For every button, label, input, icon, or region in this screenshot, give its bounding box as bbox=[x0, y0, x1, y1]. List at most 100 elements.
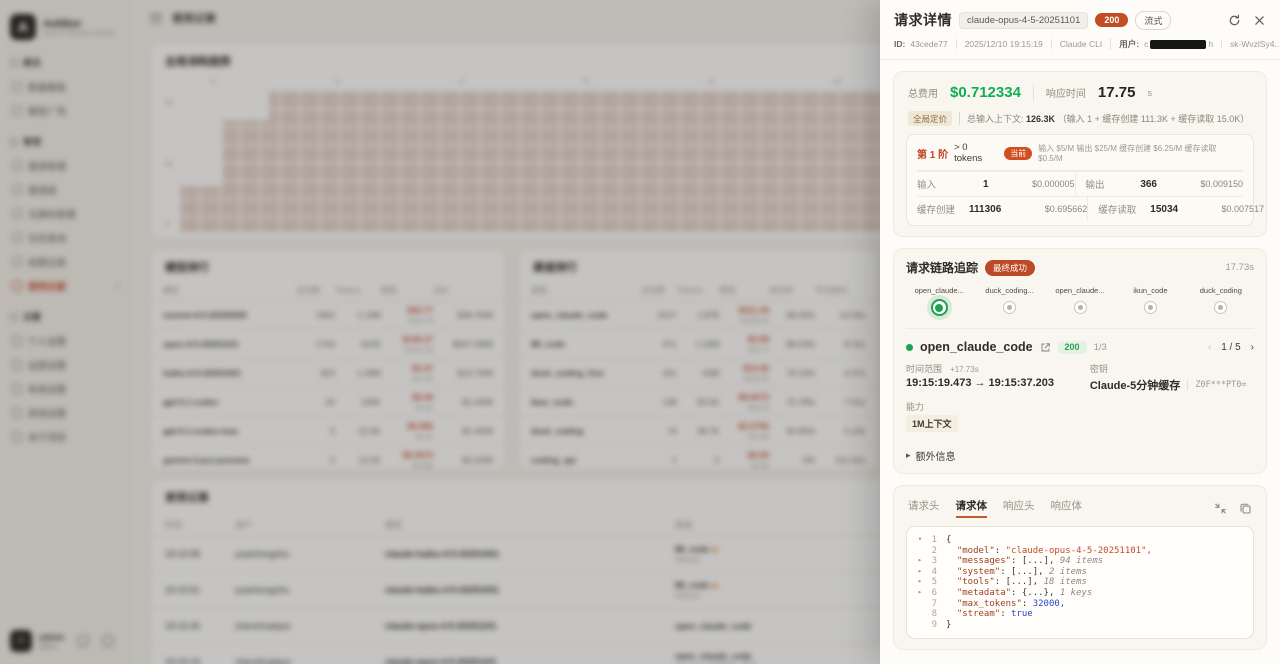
fold-chevron-icon[interactable]: ▸ bbox=[917, 588, 923, 597]
table-row[interactable]: duck_coding_free 331 63M $14.40 ¥104.00 7… bbox=[519, 358, 877, 387]
attempt-count: 1/3 bbox=[1093, 341, 1107, 353]
payload-tab[interactable]: 请求头 bbox=[908, 500, 940, 512]
payload-tab[interactable]: 请求体 bbox=[955, 498, 987, 518]
total-cost-value: $0.712334 bbox=[950, 84, 1021, 101]
x-tick: 0 bbox=[211, 77, 216, 86]
app-subtitle: Next AI Gateway Service bbox=[43, 29, 115, 37]
trace-node-icon bbox=[1143, 301, 1157, 314]
sidebar-item[interactable]: 其他设置 bbox=[8, 401, 123, 425]
json-viewer[interactable]: ▾ 1 { 2 "model" bbox=[906, 526, 1254, 640]
menu-icon[interactable] bbox=[150, 13, 162, 23]
trace-node[interactable]: ikun_code bbox=[1117, 286, 1183, 316]
column-header: 模型 bbox=[385, 520, 403, 530]
request-detail-drawer: 请求详情 claude-opus-4-5-20251101 200 流式 ID:… bbox=[880, 0, 1280, 664]
table-row[interactable]: coding_api 1 0 $0.00 ¥0.00 0% 101.02s bbox=[519, 445, 877, 469]
theme-toggle-icon[interactable] bbox=[77, 635, 90, 647]
group-icon bbox=[10, 58, 18, 67]
table-row[interactable]: sonnet-4-5-20250929 1602 1.13M $43.77 ¥31… bbox=[151, 300, 505, 329]
current-tier-badge: 当前 bbox=[1004, 146, 1033, 160]
redacted-username bbox=[1150, 39, 1207, 49]
sidebar-item[interactable]: 渠道组 bbox=[8, 178, 123, 202]
fold-chevron-icon[interactable] bbox=[915, 546, 925, 557]
trace-node[interactable]: duck_coding bbox=[1188, 286, 1254, 316]
fold-chevron-icon[interactable]: ▾ bbox=[917, 535, 923, 543]
column-header: 成功率 bbox=[769, 286, 794, 295]
fold-chevron-icon[interactable]: ▸ bbox=[917, 566, 923, 575]
time-range-label: 时间范围 bbox=[906, 364, 943, 374]
collapse-icon[interactable] bbox=[1214, 502, 1227, 515]
user-role: 管理员 bbox=[39, 644, 58, 651]
time-delta: +17.73s bbox=[950, 365, 979, 374]
sidebar-item[interactable]: 兑换码管理 bbox=[8, 202, 123, 226]
json-line: 8 "stream" : true bbox=[915, 609, 1245, 620]
prev-page-button[interactable]: ‹ bbox=[1207, 341, 1212, 353]
json-line: ▸ 4 "system" : [...], 2 items bbox=[915, 567, 1245, 578]
usage-title: 使用记录 bbox=[165, 492, 209, 504]
close-icon[interactable] bbox=[1253, 14, 1266, 27]
column-header: 费用 bbox=[380, 286, 397, 295]
trace-node[interactable]: open_claude... bbox=[1047, 286, 1113, 316]
sidebar-item[interactable]: 日志查询 bbox=[8, 226, 123, 250]
app-logo[interactable]: A AeNker Next AI Gateway Service bbox=[10, 14, 121, 40]
sidebar: A AeNker Next AI Gateway Service 概览 数据看板 bbox=[0, 0, 132, 664]
table-row[interactable]: gpt-5.1-codex 20 100K $0.40 ¥2.92 $1.43/M bbox=[151, 387, 505, 416]
group-label: 概览 bbox=[23, 58, 42, 68]
table-row[interactable]: duck_coding 74 38.7K $2.0756 ¥14.99 45.95… bbox=[519, 416, 877, 445]
sidebar-item[interactable]: 系统设置 bbox=[8, 377, 123, 401]
nav-icon bbox=[12, 161, 22, 171]
x-tick: 6 bbox=[584, 77, 589, 86]
fold-chevron-icon[interactable]: ▸ bbox=[917, 577, 923, 586]
sidebar-item[interactable]: 个人设置 bbox=[8, 329, 123, 353]
ability-label: 能力 bbox=[906, 402, 925, 412]
y-tick: 0 bbox=[165, 219, 170, 228]
group-label: 管理 bbox=[23, 137, 42, 147]
trace-card: 请求链路追踪 最终成功 17.73s open_claude... duck_c… bbox=[893, 248, 1267, 474]
nav-icon bbox=[12, 209, 22, 219]
sidebar-item[interactable]: 运营设置 bbox=[8, 353, 123, 377]
fold-chevron-icon[interactable]: ▸ bbox=[917, 556, 923, 565]
table-row[interactable]: 88_code 471 1.26M $3.98 ¥28.74 88.03% 8.1… bbox=[519, 329, 877, 358]
token-usage-cell: 输出 366 $0.009150 bbox=[1074, 172, 1243, 196]
table-row[interactable]: open_claude_code 2417 1.87B $311.44 ¥2249… bbox=[519, 300, 877, 329]
response-time-label: 响应时间 bbox=[1045, 89, 1086, 100]
token-usage-cell: 输入 1 $0.000005 bbox=[917, 178, 1075, 192]
sidebar-item[interactable]: 模型广场 bbox=[8, 99, 123, 123]
channel-status-dot bbox=[906, 343, 913, 351]
sidebar-item[interactable]: 使用记录 › bbox=[8, 274, 123, 298]
sidebar-item[interactable]: 数据看板 bbox=[8, 75, 123, 99]
sidebar-item[interactable]: 绘图记录 bbox=[8, 250, 123, 274]
json-line: 7 "max_tokens" : 32000, bbox=[915, 599, 1245, 610]
sidebar-user[interactable]: AD admin 管理员 bbox=[10, 630, 122, 652]
sidebar-item[interactable]: 关于项目 bbox=[8, 425, 123, 449]
table-row[interactable]: haiku-4-5-20251001 824 1.28M $2.47 ¥17.84… bbox=[151, 358, 505, 387]
payload-tab[interactable]: 响应头 bbox=[1003, 500, 1035, 512]
trace-node-icon bbox=[930, 299, 948, 316]
page-title: 使用记录 bbox=[172, 13, 216, 25]
column-header: 总次数 bbox=[641, 286, 666, 295]
logout-icon[interactable] bbox=[102, 635, 115, 647]
payload-tab[interactable]: 响应体 bbox=[1050, 500, 1083, 512]
sidebar-item[interactable]: 渠道管理 bbox=[8, 154, 123, 178]
trace-node[interactable]: duck_coding... bbox=[976, 286, 1042, 316]
table-row[interactable]: ikun_code 138 93.5K $9.6073 ¥69.39 75.78%… bbox=[519, 387, 877, 416]
table-row[interactable]: gpt-5.1-codex-max 5 22.4K $0.056 ¥0.41 $1… bbox=[151, 416, 505, 445]
table-row[interactable]: opus-4-5-20251101 1754 8130 $146.37 ¥1057… bbox=[151, 329, 505, 358]
copy-icon[interactable] bbox=[1239, 502, 1252, 515]
extra-info-toggle[interactable]: 额外信息 bbox=[906, 436, 1254, 463]
external-link-icon[interactable] bbox=[1040, 342, 1051, 353]
fold-chevron-icon[interactable] bbox=[915, 620, 925, 631]
nav-icon bbox=[12, 408, 22, 418]
next-page-button[interactable]: › bbox=[1250, 341, 1254, 353]
nav-icon bbox=[12, 281, 22, 291]
ability-badge: 1M上下文 bbox=[906, 415, 958, 432]
column-header: 渠道 bbox=[675, 520, 693, 530]
y-tick: 2k bbox=[165, 98, 173, 107]
table-row[interactable]: gemini-3-pro-preview 5 13.2K $0.0073 ¥0.0… bbox=[151, 445, 505, 469]
client-name: Claude CLI bbox=[1050, 39, 1111, 49]
fold-chevron-icon[interactable] bbox=[915, 599, 925, 610]
refresh-icon[interactable] bbox=[1228, 14, 1241, 27]
fold-chevron-icon[interactable] bbox=[915, 609, 925, 620]
trace-node[interactable]: open_claude... bbox=[906, 286, 972, 316]
x-tick: 2 bbox=[335, 77, 340, 86]
